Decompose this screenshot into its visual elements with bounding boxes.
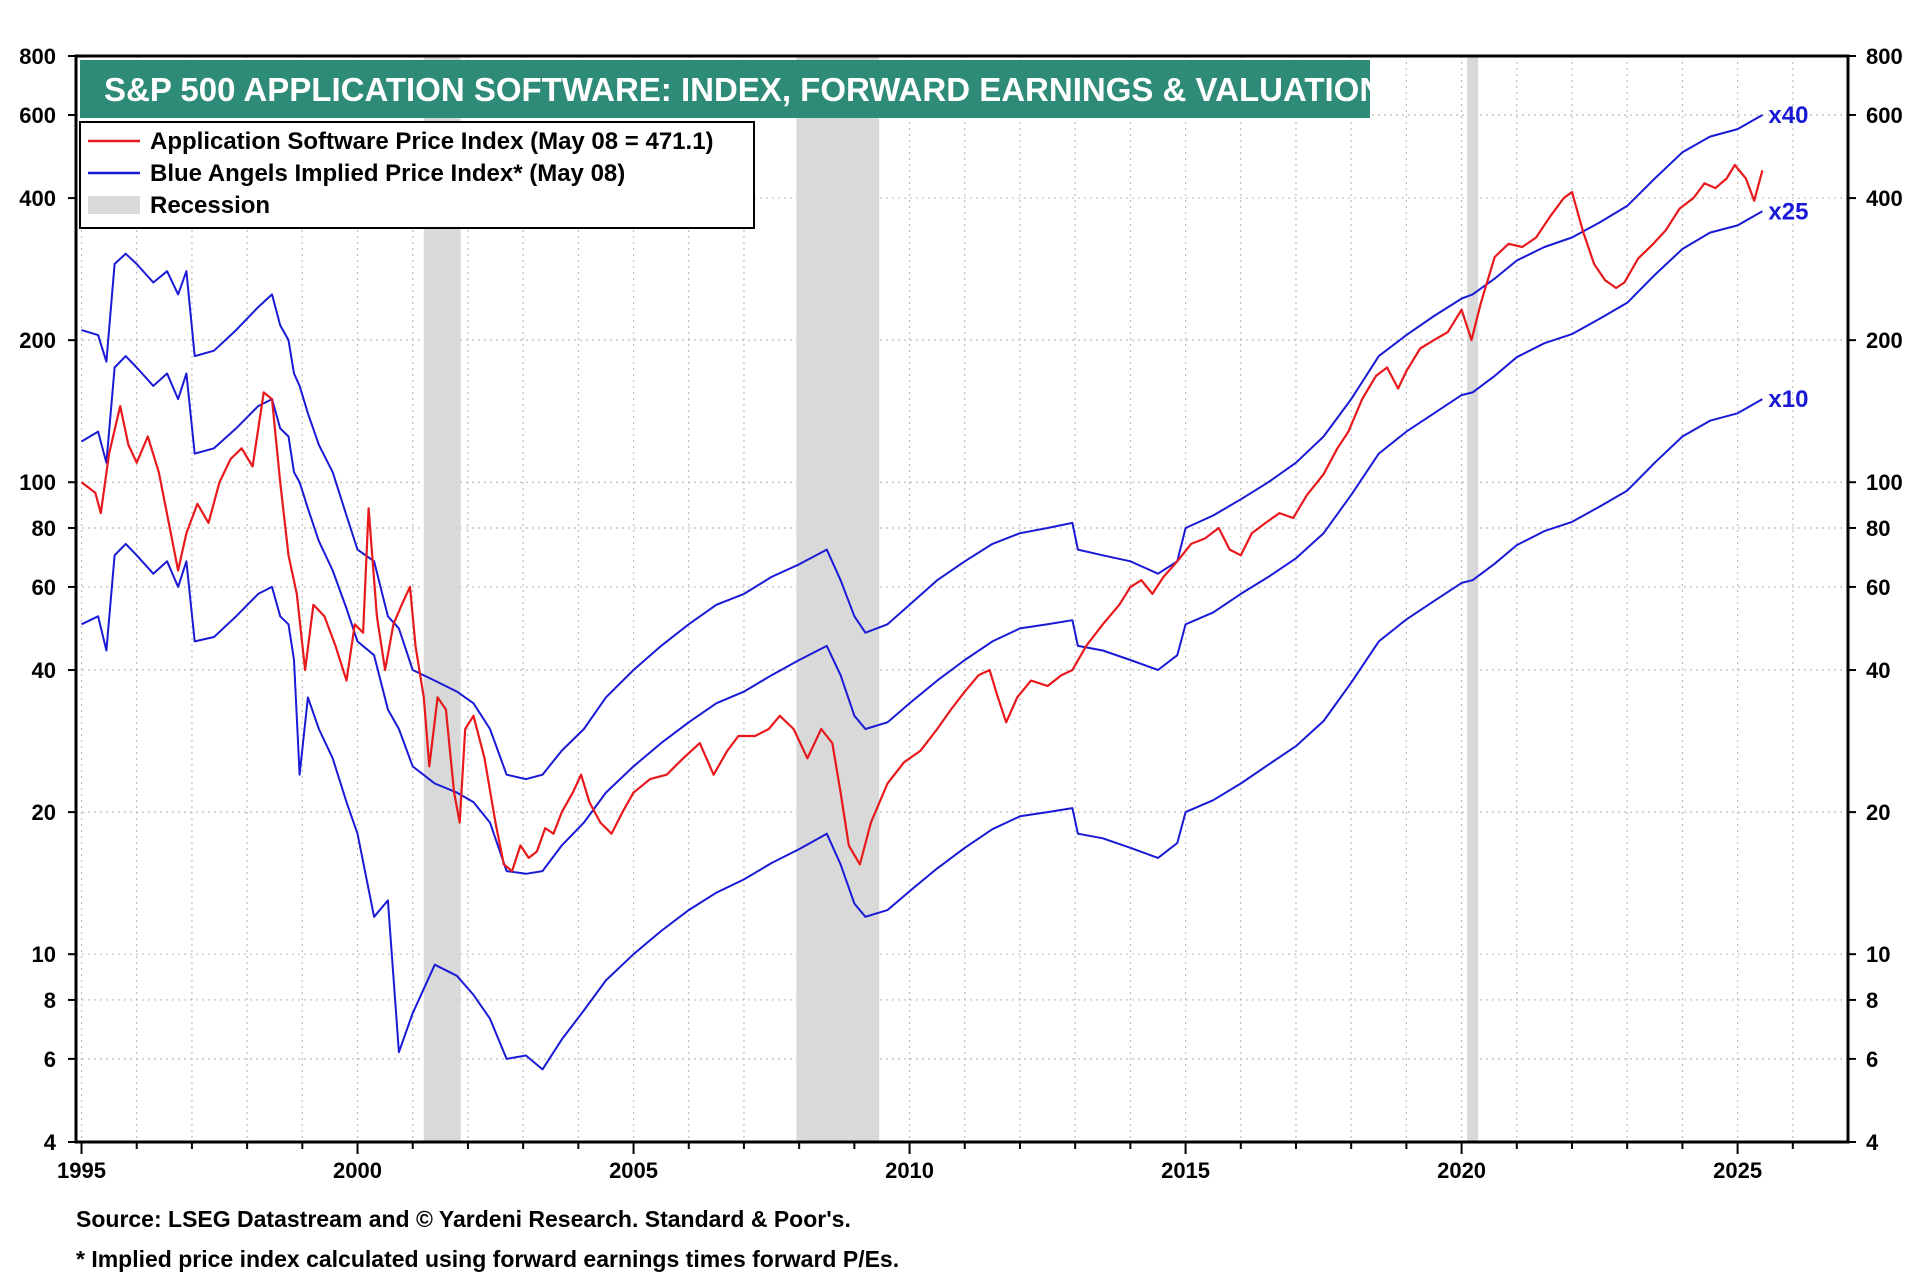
y-tick-label-left: 80 [32, 516, 56, 541]
x-tick-label: 2015 [1161, 1158, 1210, 1183]
y-tick-label-right: 600 [1866, 103, 1903, 128]
y-tick-label-right: 20 [1866, 800, 1890, 825]
y-tick-label-left: 800 [19, 44, 56, 69]
y-tick-label-left: 600 [19, 103, 56, 128]
implied-index-line-x40 [81, 114, 1763, 781]
recession-bands [423, 56, 1479, 1142]
y-tick-label-right: 10 [1866, 942, 1890, 967]
plot-frame [74, 54, 1850, 1144]
y-tick-label-left: 6 [44, 1047, 56, 1072]
multiplier-label-x40: x40 [1768, 102, 1808, 129]
plot-background [76, 56, 1848, 1142]
y-tick-label-left: 200 [19, 328, 56, 353]
series-lines [80, 114, 1764, 1071]
legend-label-price-index: Application Software Price Index (May 08… [150, 128, 714, 155]
source-note: Source: LSEG Datastream and © Yardeni Re… [76, 1206, 851, 1232]
methodology-note: * Implied price index calculated using f… [76, 1246, 900, 1272]
x-tick-label: 2025 [1713, 1158, 1762, 1183]
recession-band [423, 56, 461, 1142]
y-tick-label-right: 40 [1866, 658, 1890, 683]
x-tick-label: 2005 [609, 1158, 658, 1183]
y-tick-label-left: 60 [32, 575, 56, 600]
y-tick-label-right: 4 [1866, 1130, 1879, 1155]
recession-band [796, 56, 880, 1142]
y-tick-label-right: 60 [1866, 575, 1890, 600]
recession-band [1467, 56, 1479, 1142]
multiplier-label-x25: x25 [1768, 198, 1808, 225]
legend-box [79, 121, 755, 229]
implied-index-line-x10 [81, 398, 1763, 1071]
y-tick-label-left: 400 [19, 186, 56, 211]
x-tick-label: 2020 [1437, 1158, 1486, 1183]
y-tick-label-left: 8 [44, 988, 56, 1013]
x-tick-label: 2000 [333, 1158, 382, 1183]
y-tick-label-right: 8 [1866, 988, 1878, 1013]
y-tick-label-left: 20 [32, 800, 56, 825]
legend-label-recession: Recession [150, 192, 270, 219]
y-tick-label-right: 6 [1866, 1047, 1878, 1072]
legend-swatch-recession [88, 196, 140, 214]
grid-lines [76, 56, 1848, 1142]
y-tick-label-right: 200 [1866, 328, 1903, 353]
y-tick-label-right: 800 [1866, 44, 1903, 69]
price-index-line [80, 163, 1764, 873]
x-tick-label: 1995 [57, 1158, 106, 1183]
title-banner [80, 60, 1370, 118]
y-tick-label-right: 400 [1866, 186, 1903, 211]
y-tick-label-right: 80 [1866, 516, 1890, 541]
y-tick-label-left: 100 [19, 470, 56, 495]
y-tick-label-right: 100 [1866, 470, 1903, 495]
x-tick-label: 2010 [885, 1158, 934, 1183]
multiplier-label-x10: x10 [1768, 386, 1808, 413]
y-tick-label-left: 4 [44, 1130, 57, 1155]
legend: Application Software Price Index (May 08… [79, 121, 755, 229]
y-tick-label-left: 40 [32, 658, 56, 683]
chart-title: S&P 500 APPLICATION SOFTWARE: INDEX, FOR… [104, 71, 1383, 108]
y-tick-label-left: 10 [32, 942, 56, 967]
legend-label-implied-index: Blue Angels Implied Price Index* (May 08… [150, 160, 625, 187]
